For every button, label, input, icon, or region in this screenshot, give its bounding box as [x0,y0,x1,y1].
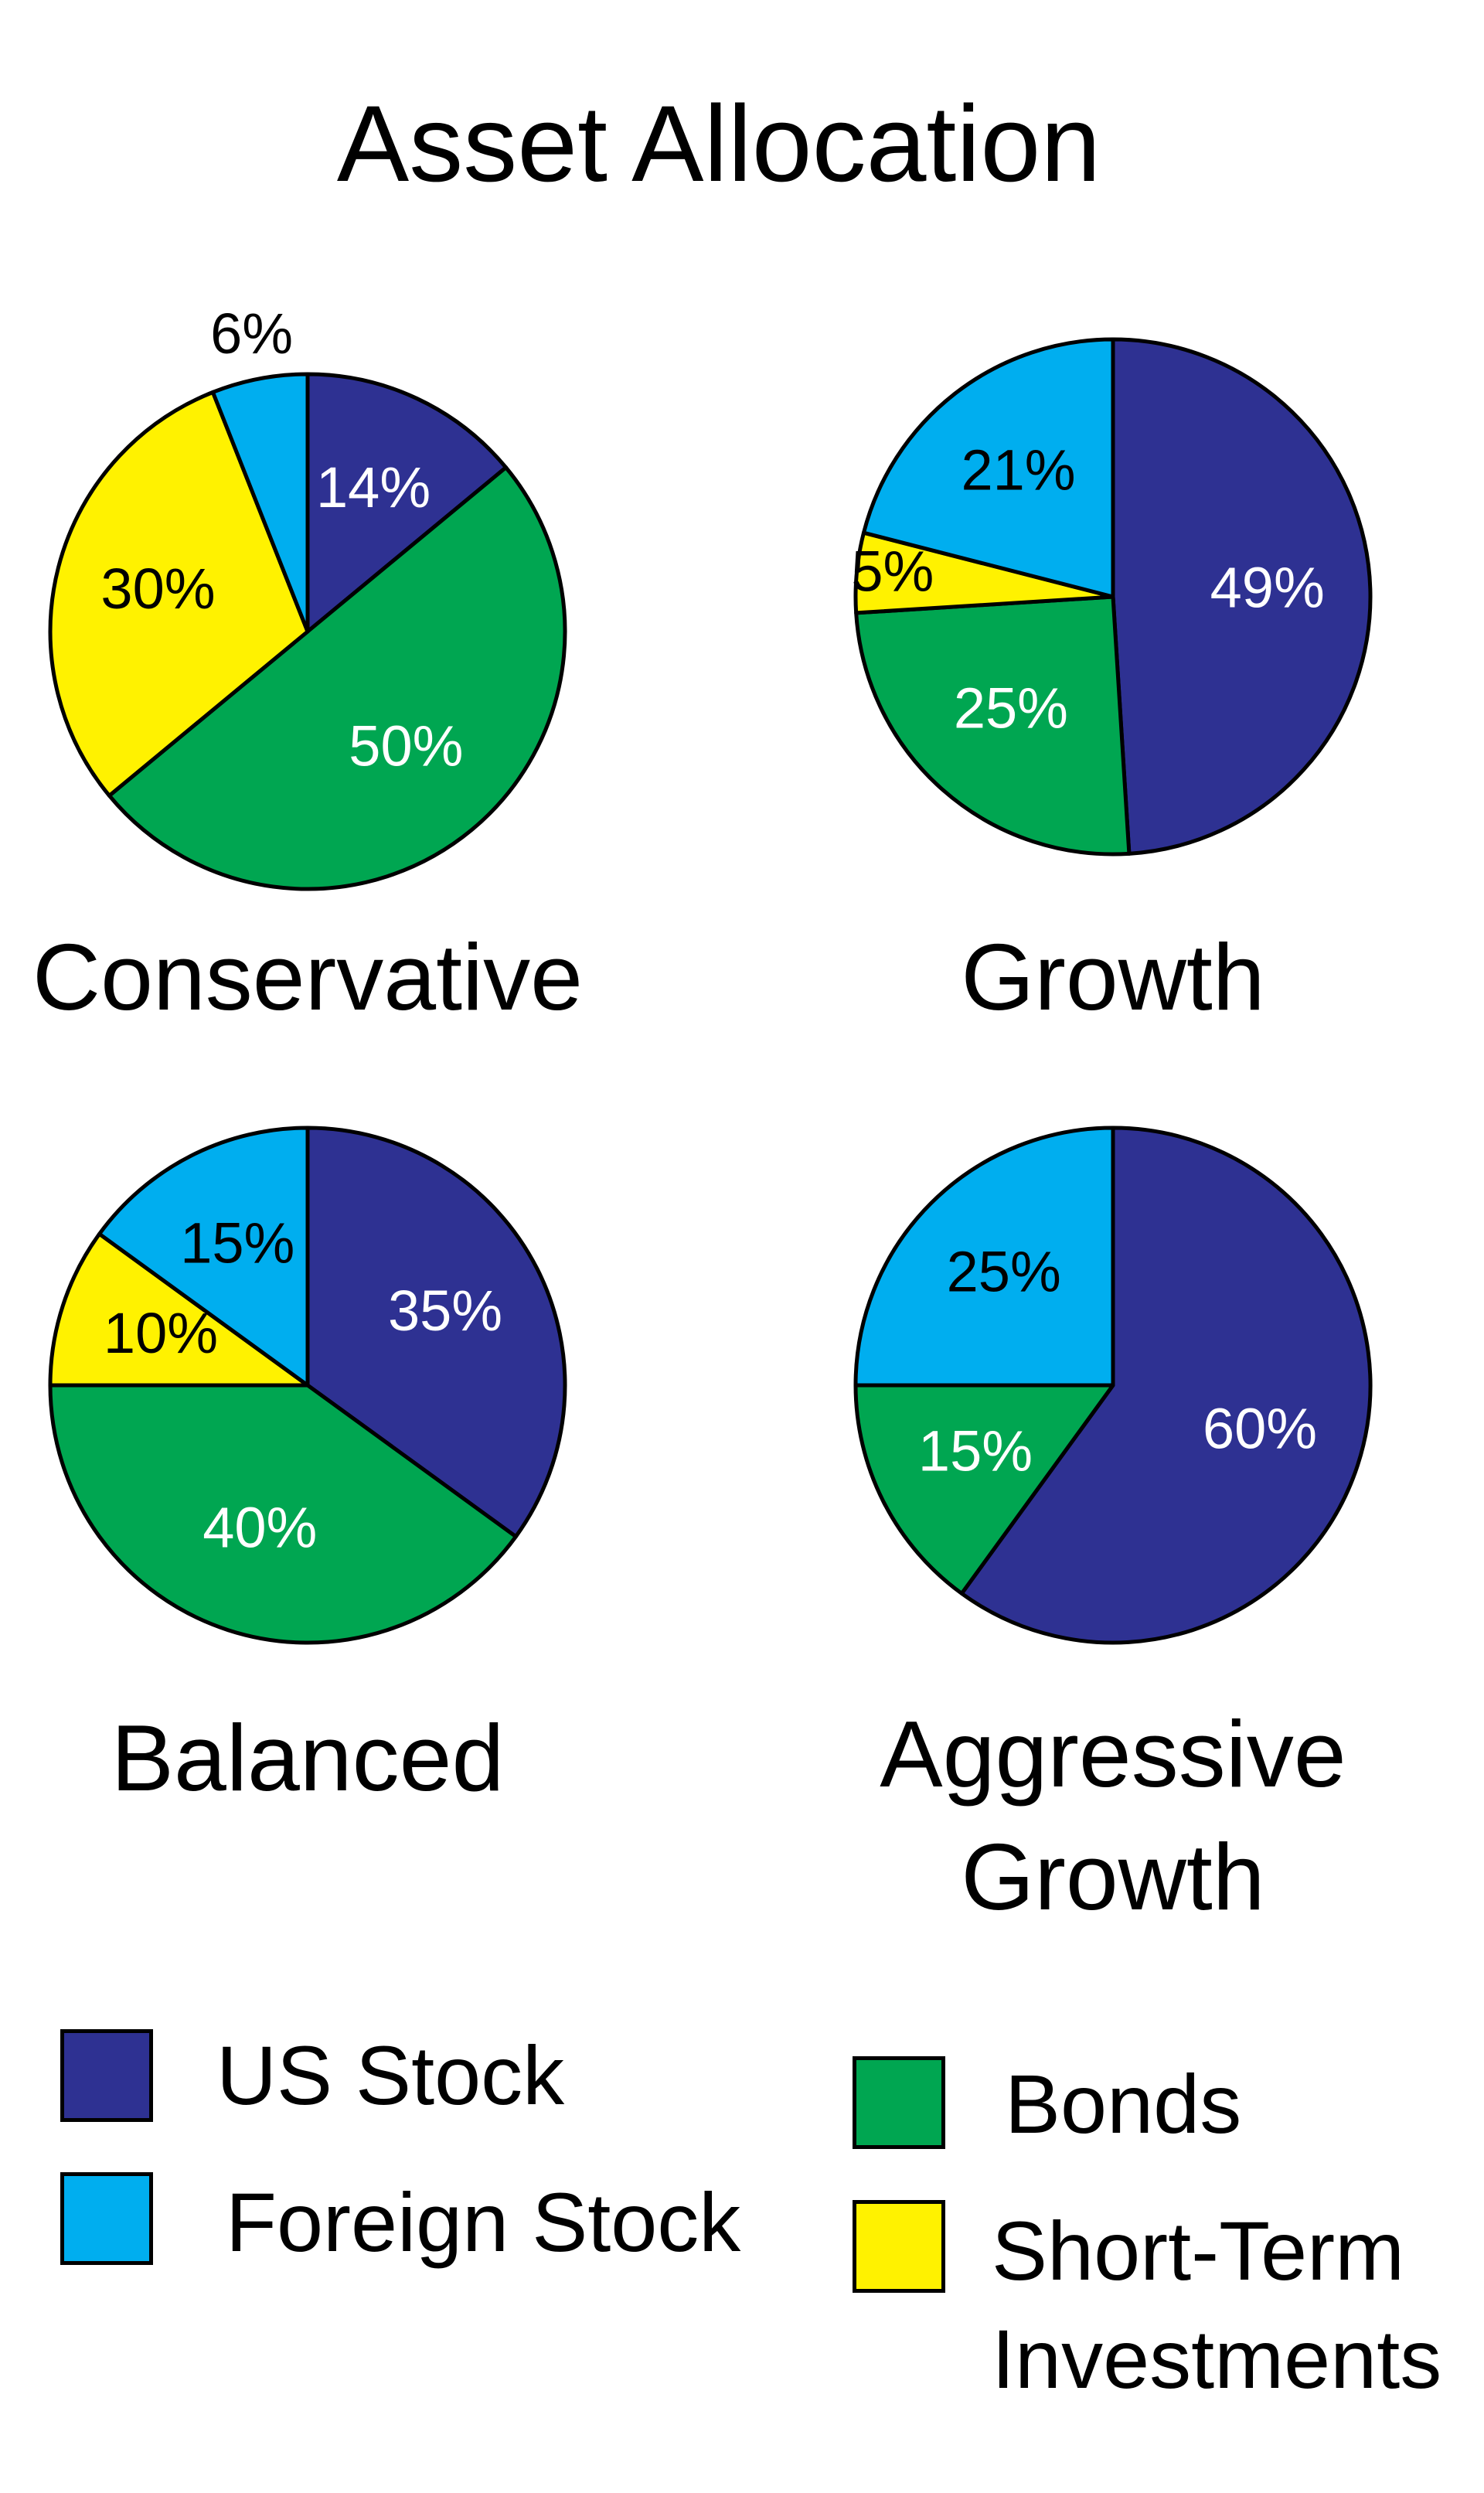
legend-label: Bonds [1005,2057,1242,2151]
slice-label: 40% [203,1496,317,1560]
slice-label: 49% [1210,555,1325,619]
slice-label: 15% [918,1418,1033,1483]
legend-label: US Stock [216,2028,565,2122]
slice-label: 35% [388,1279,502,1343]
pie-slice [48,390,310,798]
pie-slice [97,1126,310,1388]
slice-label: 50% [349,714,463,778]
slice-label: 60% [1203,1396,1317,1460]
pie-slice [305,1126,567,1539]
pie-slice [959,1126,1373,1645]
slice-label: 25% [947,1239,1061,1303]
page-title: Asset Allocation [336,83,1101,204]
pie-slice [305,372,509,634]
legend-swatch [853,2056,945,2149]
pie-slice [107,465,567,891]
pie-slice [853,1383,1115,1596]
pie-slice [48,1383,518,1645]
slice-label: 6% [210,301,293,366]
slice-label: 5% [851,540,934,604]
legend-swatch [60,2029,153,2122]
legend-label: Foreign Stock [226,2175,741,2269]
pie-title: Balanced [111,1705,505,1810]
pie-slice [861,337,1115,599]
legend-swatch [60,2172,153,2265]
slice-label: 15% [180,1211,294,1275]
legend-swatch [853,2200,945,2293]
slice-label: 21% [961,438,1075,502]
slice-label: 25% [954,676,1068,740]
slice-label: 10% [104,1301,218,1365]
slice-label: 30% [100,557,215,621]
pie-slice [210,372,310,634]
pie-title: Growth [961,925,1265,1030]
slice-label: 14% [316,455,431,519]
pie-slice [854,594,1132,857]
pie-slice [1111,337,1373,856]
pie-slice [853,1126,1115,1388]
pie-slice [48,1231,310,1388]
pie-title: Aggressive Growth [880,1701,1346,1929]
pie-title: Conservative [32,925,583,1030]
legend-label: Short-Term Investments [992,2204,1442,2406]
